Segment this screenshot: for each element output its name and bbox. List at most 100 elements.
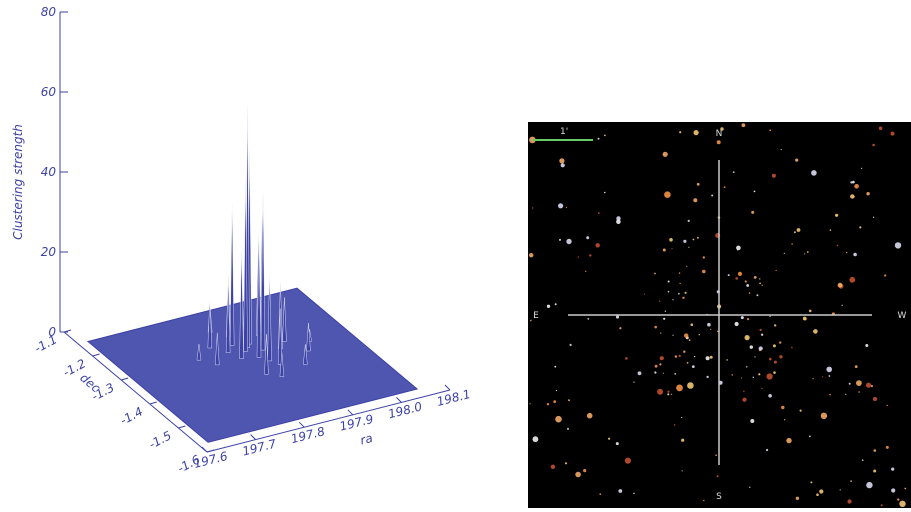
star (566, 238, 572, 245)
x-axis-label: ra (359, 431, 374, 448)
star (850, 194, 855, 199)
star (643, 293, 646, 295)
star (740, 377, 743, 379)
star (796, 228, 801, 232)
star (756, 294, 759, 297)
spike (243, 175, 248, 352)
star (555, 415, 562, 423)
star (529, 253, 534, 258)
star (753, 276, 757, 279)
star (687, 382, 694, 389)
star (808, 309, 812, 313)
y-tick-label: -1.5 (147, 428, 174, 451)
star (769, 357, 772, 361)
spike (267, 272, 272, 362)
star (683, 239, 687, 243)
star (766, 448, 769, 452)
star (710, 328, 712, 330)
west-label: W (898, 311, 907, 321)
star (664, 191, 671, 198)
star (676, 384, 683, 392)
star (746, 366, 748, 368)
star (858, 391, 860, 393)
star (686, 361, 689, 364)
star (692, 238, 695, 241)
star (870, 385, 874, 388)
star (742, 397, 747, 402)
star (865, 344, 869, 347)
star (673, 424, 676, 426)
x-tick (444, 384, 451, 391)
star (707, 322, 711, 327)
star (826, 366, 832, 373)
star (659, 300, 661, 302)
star (715, 454, 717, 457)
star (743, 390, 745, 392)
star (748, 292, 751, 294)
y-axis (63, 331, 208, 453)
spike (229, 201, 235, 346)
star (856, 380, 862, 386)
surface-floor (86, 287, 419, 443)
star (839, 489, 841, 491)
star (559, 238, 561, 241)
star (727, 274, 730, 277)
spike (277, 308, 283, 365)
star (616, 219, 621, 225)
star (564, 462, 568, 465)
star (679, 131, 682, 134)
star (841, 304, 843, 307)
star (744, 335, 750, 341)
star (716, 475, 719, 478)
star (681, 470, 683, 472)
star (852, 180, 855, 184)
star (608, 437, 611, 440)
star (740, 316, 744, 320)
star (587, 318, 590, 320)
x-tick (298, 421, 305, 428)
star (809, 435, 811, 438)
star (569, 343, 572, 346)
sky-image: 1' N S E W (528, 122, 911, 508)
star (779, 355, 783, 359)
spike (215, 332, 220, 366)
z-tick-label: 60 (41, 85, 57, 99)
star (899, 500, 906, 507)
star (585, 270, 587, 272)
star (698, 334, 700, 336)
z-axis-label: Clustering strength (11, 124, 25, 240)
star (849, 276, 856, 283)
star (890, 131, 895, 136)
star (799, 409, 802, 412)
star (894, 242, 902, 249)
star (615, 315, 620, 319)
star (532, 207, 534, 209)
star (546, 403, 550, 406)
star (560, 163, 565, 168)
spike (256, 237, 262, 358)
star (859, 226, 862, 229)
star (806, 251, 809, 253)
star (555, 389, 558, 392)
star (734, 321, 739, 327)
star (567, 427, 569, 430)
star (586, 236, 590, 240)
star (577, 256, 579, 258)
star (687, 219, 690, 222)
star (759, 278, 761, 280)
star (604, 134, 606, 137)
star (848, 382, 851, 385)
star (751, 210, 755, 214)
spike (306, 322, 311, 352)
star (667, 290, 670, 293)
star (865, 382, 872, 388)
star (674, 355, 678, 358)
star (674, 373, 677, 375)
star (813, 329, 818, 334)
star (737, 249, 739, 251)
star (759, 328, 762, 332)
y-tick-label: -1.4 (118, 404, 145, 427)
star (529, 403, 531, 405)
spike (239, 246, 244, 359)
